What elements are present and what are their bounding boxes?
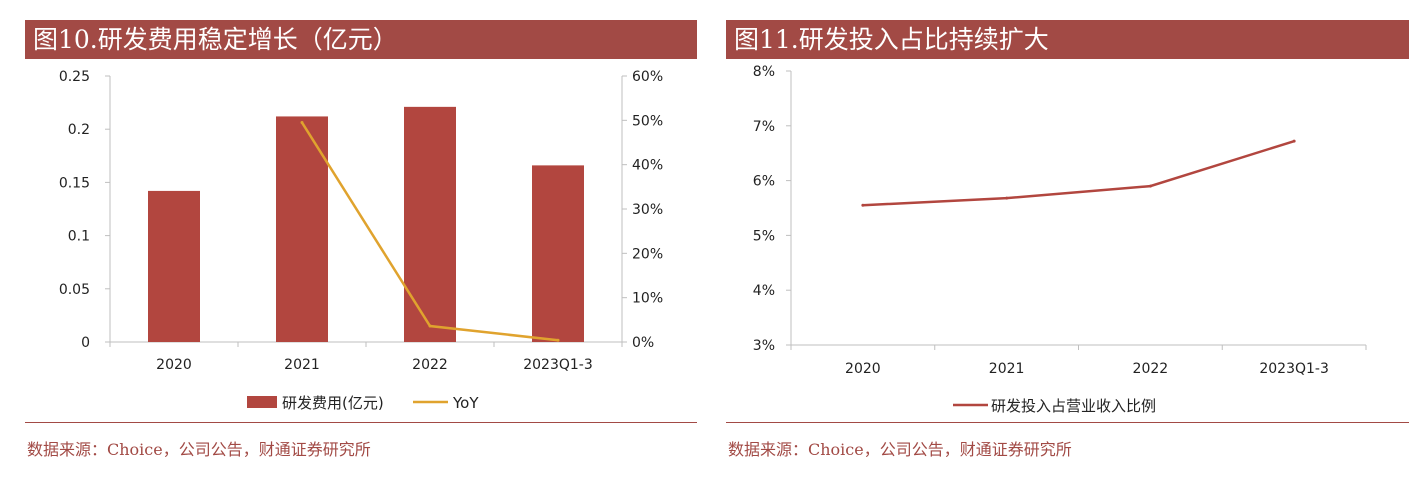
x-tick-label: 2020: [845, 361, 881, 377]
divider-rule: [25, 422, 697, 423]
y-tick-label-right: 0%: [632, 335, 654, 351]
divider-rule: [726, 422, 1409, 423]
y-tick-label-right: 50%: [632, 113, 663, 129]
y-tick-label: 6%: [753, 174, 775, 190]
x-tick-label: 2020: [156, 357, 192, 373]
x-tick-label: 2021: [989, 361, 1025, 377]
source-note: 数据来源：Choice，公司公告，财通证券研究所: [728, 440, 1072, 459]
y-tick-label-right: 20%: [632, 246, 663, 262]
x-tick-label: 2023Q1-3: [1259, 361, 1329, 377]
x-tick-label: 2022: [1133, 361, 1169, 377]
point-yoy: [556, 338, 560, 342]
point-rd-ratio: [861, 203, 865, 207]
y-tick-label-right: 60%: [632, 69, 663, 85]
point-yoy: [428, 324, 432, 328]
y-tick-label-left: 0.05: [59, 282, 90, 298]
y-tick-label: 5%: [753, 228, 775, 244]
bar-rd-expense: [532, 165, 584, 342]
y-tick-label-right: 30%: [632, 202, 663, 218]
y-tick-label-left: 0.2: [68, 122, 90, 138]
y-tick-label: 8%: [753, 64, 775, 80]
point-yoy: [300, 121, 304, 125]
legend-label-line: YoY: [452, 394, 479, 412]
chart-panel-rd-expense: 图10.研发费用稳定增长（亿元） 0.25 0.2 0.15 0.1 0.05 0 60% 5…: [25, 20, 697, 459]
bar-rd-expense: [404, 106, 456, 342]
x-tick-label: 2022: [412, 357, 448, 373]
chart-title: 图11.研发投入占比持续扩大: [726, 20, 1409, 59]
bar-rd-expense: [148, 190, 200, 342]
chart-panel-rd-ratio: 图11.研发投入占比持续扩大 8% 7% 6% 5% 4% 3% 2020 2021 2022 2…: [711, 0, 1422, 480]
y-tick-label: 4%: [753, 283, 775, 299]
point-rd-ratio: [1148, 184, 1152, 188]
y-tick-label-left: 0: [81, 335, 90, 351]
rd-expense-chart: 0.25 0.2 0.15 0.1 0.05 0 60% 50% 40% 30% 20% 10% 0% 2…: [59, 69, 663, 412]
point-rd-ratio: [1005, 196, 1009, 200]
y-tick-label: 3%: [753, 338, 775, 354]
y-tick-label-left: 0.1: [68, 229, 90, 245]
source-note: 数据来源：Choice，公司公告，财通证券研究所: [27, 440, 371, 459]
y-tick-label-right: 40%: [632, 158, 663, 174]
chart-title: 图10.研发费用稳定增长（亿元）: [25, 20, 697, 59]
legend-label-line: 研发投入占营业收入比例: [991, 397, 1156, 415]
x-tick-label: 2021: [284, 357, 320, 373]
y-tick-label-left: 0.25: [59, 69, 90, 85]
y-tick-label-left: 0.15: [59, 175, 90, 191]
legend-swatch-bar: [247, 396, 277, 408]
y-tick-label: 7%: [753, 119, 775, 135]
point-rd-ratio: [1292, 139, 1296, 143]
x-tick-label: 2023Q1-3: [523, 357, 593, 373]
legend-label-bar: 研发费用(亿元): [282, 394, 384, 412]
y-tick-label-right: 10%: [632, 291, 663, 307]
bar-rd-expense: [276, 116, 328, 342]
rd-ratio-chart: 8% 7% 6% 5% 4% 3% 2020 2021 2022 2023Q1-3 研发投入占营业收…: [753, 64, 1367, 415]
line-rd-ratio: [862, 139, 1295, 207]
